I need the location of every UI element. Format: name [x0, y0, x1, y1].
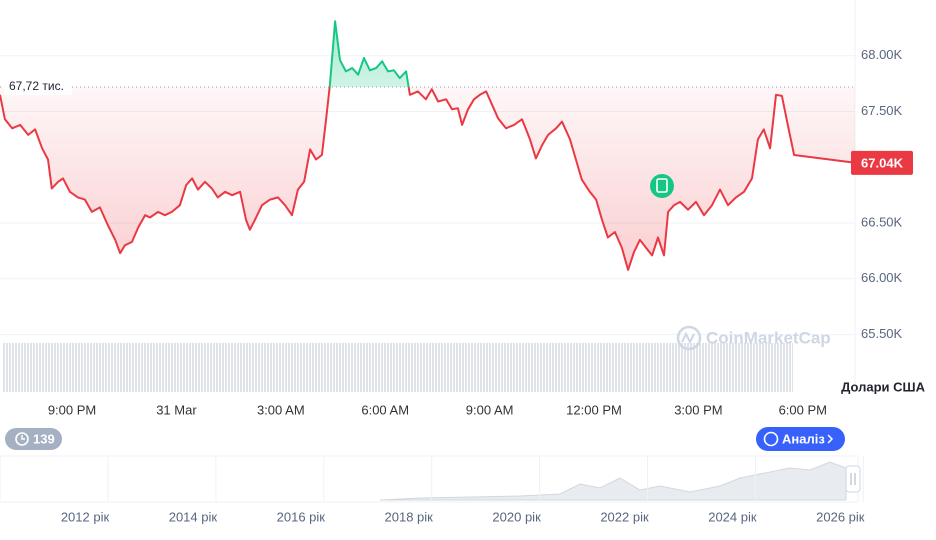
- navigator-year: 2014 рік: [169, 509, 218, 524]
- watermark-text: CoinMarketCap: [706, 328, 831, 347]
- analysis-button[interactable]: Аналіз: [756, 427, 845, 451]
- navigator-year: 2022 рік: [600, 509, 649, 524]
- reference-label-bg: [4, 76, 72, 95]
- price-area: [0, 21, 855, 270]
- y-axis-label: Долари США: [841, 379, 926, 394]
- current-price-label: 67.04K: [861, 155, 904, 170]
- x-tick-label: 6:00 AM: [361, 402, 409, 417]
- history-badge[interactable]: 139: [5, 428, 62, 450]
- price-line: [0, 20, 856, 271]
- analysis-label: Аналіз: [782, 431, 825, 446]
- navigator-year: 2016 рік: [277, 509, 326, 524]
- news-icon-doc: [656, 178, 668, 193]
- y-tick-label: 66.00K: [861, 270, 903, 285]
- history-count: 139: [33, 431, 55, 446]
- navigator-year: 2024 рік: [708, 509, 757, 524]
- reference-label: 67,72 тис.: [9, 79, 64, 93]
- navigator-year: 2026 рік: [816, 509, 865, 524]
- y-tick-label: 65.50K: [861, 326, 903, 341]
- watermark: CoinMarketCap: [676, 325, 831, 351]
- volume-band: [3, 343, 793, 392]
- x-tick-label: 31 Mar: [156, 402, 197, 417]
- x-tick-label: 6:00 PM: [779, 402, 827, 417]
- news-icon[interactable]: [650, 174, 674, 198]
- navigator: [0, 455, 861, 503]
- navigator-year: 2020 рік: [492, 509, 541, 524]
- y-tick-label: 68.00K: [861, 47, 903, 62]
- y-tick-label: 67.50K: [861, 103, 903, 118]
- x-tick-label: 3:00 PM: [674, 402, 722, 417]
- current-price-bg: [851, 150, 913, 175]
- navigator-year: 2018 рік: [385, 509, 434, 524]
- x-tick-label: 3:00 AM: [257, 402, 305, 417]
- x-tick-label: 12:00 PM: [566, 402, 622, 417]
- y-tick-label: 66.50K: [861, 214, 903, 229]
- x-tick-label: 9:00 AM: [466, 402, 514, 417]
- x-tick-label: 9:00 PM: [48, 402, 96, 417]
- navigator-year: 2012 рік: [61, 509, 110, 524]
